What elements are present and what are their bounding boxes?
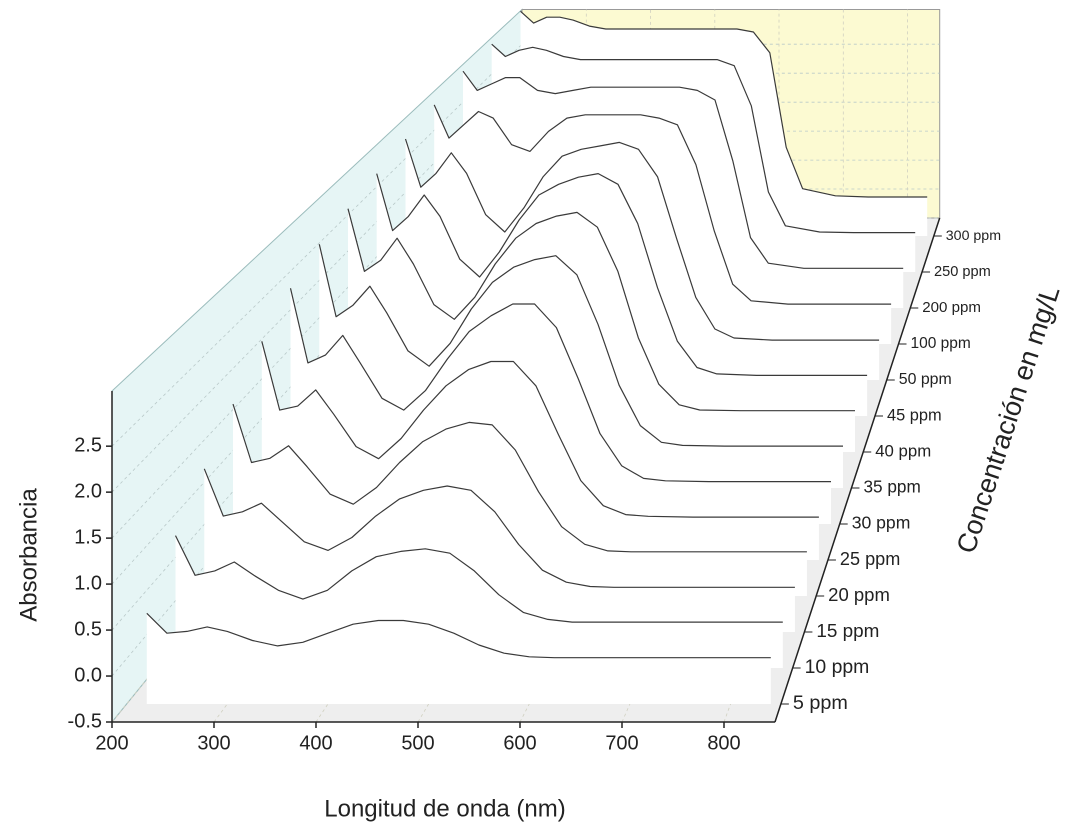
- x-tick-label: 300: [197, 732, 230, 754]
- y-tick-label: 2.0: [74, 480, 102, 502]
- z-axis-title: Concentración en mg/L: [951, 282, 1066, 557]
- z-tick-label: 30 ppm: [852, 513, 911, 533]
- z-tick-label: 45 ppm: [887, 406, 942, 424]
- x-tick-label: 400: [299, 732, 332, 754]
- y-axis-title: Absorbancia: [15, 488, 42, 622]
- curve: [376, 173, 868, 376]
- curve: [203, 468, 795, 588]
- z-tick-label: 250 ppm: [934, 264, 991, 280]
- z-tick-label: 200 ppm: [922, 299, 981, 316]
- y-tick-label: -0.5: [68, 710, 102, 732]
- y-tick-label: 2.5: [74, 434, 102, 456]
- curve: [232, 403, 807, 553]
- y-tick-label: 1.0: [74, 572, 102, 594]
- curve: [433, 104, 892, 305]
- curve: [146, 612, 771, 659]
- grid-line: [111, 72, 940, 493]
- x-tick-label: 600: [503, 732, 536, 754]
- x-tick-label: 700: [605, 732, 638, 754]
- curve: [289, 288, 831, 483]
- z-tick-label: 15 ppm: [816, 621, 879, 642]
- curve: [491, 43, 916, 234]
- y-tick-label: 1.5: [74, 526, 102, 548]
- z-tick-label: 35 ppm: [863, 477, 920, 497]
- curve: [261, 341, 819, 518]
- grid-line: [111, 159, 940, 631]
- grid-line: [111, 101, 940, 539]
- x-tick-label: 800: [707, 732, 740, 754]
- curve: [174, 535, 783, 623]
- x-tick-label: 500: [401, 732, 434, 754]
- curve: [520, 10, 928, 198]
- z-tick-label: 40 ppm: [875, 441, 931, 460]
- curve: [404, 138, 880, 341]
- y-tick-label: 0.0: [74, 664, 102, 686]
- grid-line: [111, 130, 940, 585]
- z-tick-label: 5 ppm: [793, 692, 848, 714]
- x-axis-title: Longitud de onda (nm): [324, 795, 566, 822]
- z-tick-label: 25 ppm: [840, 549, 900, 569]
- y-tick-label: 0.5: [74, 618, 102, 640]
- z-axis: [774, 217, 941, 723]
- z-tick-label: 100 ppm: [911, 335, 971, 352]
- z-tick-label: 50 ppm: [899, 371, 952, 388]
- grid-line: [111, 43, 940, 447]
- curve: [318, 244, 843, 447]
- z-tick-label: 10 ppm: [805, 656, 870, 678]
- curve: [347, 208, 855, 412]
- curve-fill: [146, 613, 771, 704]
- z-tick-label: 20 ppm: [828, 584, 890, 605]
- z-tick-label: 300 ppm: [946, 228, 1001, 244]
- curve: [462, 70, 904, 269]
- x-tick-label: 200: [95, 732, 128, 754]
